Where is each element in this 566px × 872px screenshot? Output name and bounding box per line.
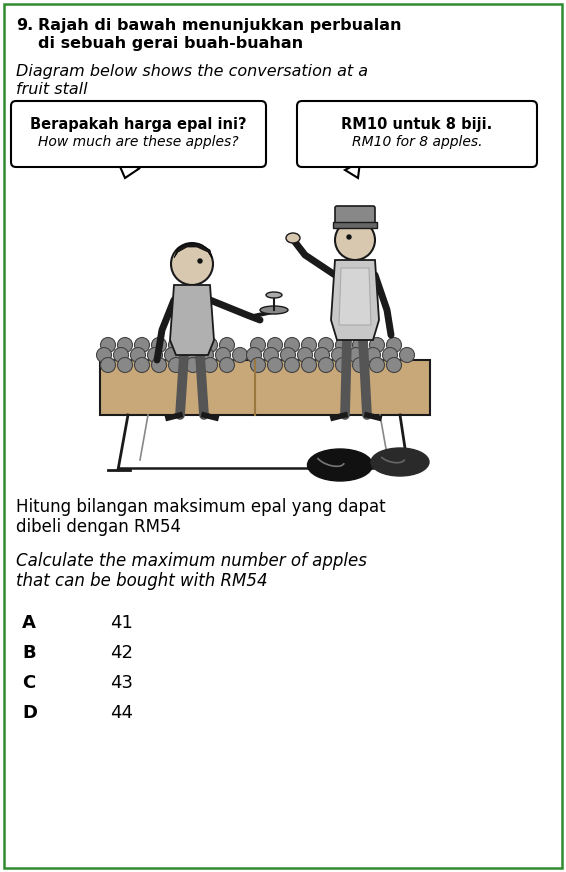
- Circle shape: [285, 337, 299, 352]
- Circle shape: [169, 358, 183, 372]
- Circle shape: [247, 348, 261, 363]
- FancyBboxPatch shape: [100, 360, 430, 415]
- Circle shape: [332, 348, 346, 363]
- Text: C: C: [22, 674, 35, 692]
- FancyBboxPatch shape: [11, 101, 266, 167]
- Circle shape: [336, 358, 350, 372]
- Ellipse shape: [266, 292, 282, 298]
- Circle shape: [302, 358, 316, 372]
- Circle shape: [268, 358, 282, 372]
- Text: A: A: [22, 614, 36, 632]
- Circle shape: [148, 348, 162, 363]
- Text: 41: 41: [110, 614, 133, 632]
- Circle shape: [251, 358, 265, 372]
- Circle shape: [387, 358, 401, 372]
- Polygon shape: [118, 162, 140, 178]
- Text: Berapakah harga epal ini?: Berapakah harga epal ini?: [30, 117, 247, 132]
- Circle shape: [383, 348, 397, 363]
- Circle shape: [264, 348, 278, 363]
- Text: Calculate the maximum number of apples: Calculate the maximum number of apples: [16, 552, 367, 570]
- Circle shape: [370, 358, 384, 372]
- Circle shape: [203, 358, 217, 372]
- Text: dibeli dengan RM54: dibeli dengan RM54: [16, 518, 181, 536]
- Circle shape: [203, 337, 217, 352]
- Circle shape: [251, 337, 265, 352]
- Circle shape: [233, 348, 247, 363]
- Circle shape: [101, 337, 115, 352]
- Circle shape: [135, 358, 149, 372]
- Circle shape: [302, 337, 316, 352]
- Circle shape: [96, 348, 112, 363]
- Circle shape: [186, 337, 200, 352]
- Circle shape: [135, 337, 149, 352]
- Circle shape: [319, 358, 333, 372]
- Circle shape: [353, 337, 367, 352]
- Circle shape: [182, 348, 196, 363]
- Circle shape: [285, 358, 299, 372]
- Text: fruit stall: fruit stall: [16, 82, 88, 97]
- Text: di sebuah gerai buah-buahan: di sebuah gerai buah-buahan: [38, 36, 303, 51]
- Polygon shape: [345, 162, 360, 178]
- Circle shape: [298, 348, 312, 363]
- Circle shape: [370, 337, 384, 352]
- Circle shape: [281, 348, 295, 363]
- Text: Hitung bilangan maksimum epal yang dapat: Hitung bilangan maksimum epal yang dapat: [16, 498, 385, 516]
- Circle shape: [118, 337, 132, 352]
- Circle shape: [152, 337, 166, 352]
- Ellipse shape: [286, 233, 300, 243]
- Circle shape: [169, 337, 183, 352]
- Circle shape: [366, 348, 380, 363]
- Circle shape: [101, 358, 115, 372]
- Ellipse shape: [307, 449, 372, 481]
- Circle shape: [216, 348, 230, 363]
- Circle shape: [198, 259, 202, 263]
- Circle shape: [165, 348, 179, 363]
- Circle shape: [131, 348, 145, 363]
- Circle shape: [114, 348, 128, 363]
- Circle shape: [336, 337, 350, 352]
- Ellipse shape: [260, 306, 288, 314]
- Text: Rajah di bawah menunjukkan perbualan: Rajah di bawah menunjukkan perbualan: [38, 18, 401, 33]
- Text: 44: 44: [110, 704, 133, 722]
- Text: 43: 43: [110, 674, 133, 692]
- Circle shape: [319, 337, 333, 352]
- Circle shape: [315, 348, 329, 363]
- Text: RM10 untuk 8 biji.: RM10 untuk 8 biji.: [341, 117, 492, 132]
- FancyBboxPatch shape: [333, 222, 377, 228]
- Circle shape: [186, 358, 200, 372]
- FancyBboxPatch shape: [335, 206, 375, 226]
- Polygon shape: [331, 260, 379, 340]
- Text: Diagram below shows the conversation at a: Diagram below shows the conversation at …: [16, 64, 368, 79]
- Text: that can be bought with RM54: that can be bought with RM54: [16, 572, 268, 590]
- Circle shape: [199, 348, 213, 363]
- Text: D: D: [22, 704, 37, 722]
- Circle shape: [349, 348, 363, 363]
- Text: 9.: 9.: [16, 18, 33, 33]
- Circle shape: [353, 358, 367, 372]
- Polygon shape: [170, 285, 214, 355]
- Circle shape: [400, 348, 414, 363]
- Text: RM10 for 8 apples.: RM10 for 8 apples.: [351, 135, 482, 149]
- Polygon shape: [339, 268, 371, 325]
- Circle shape: [118, 358, 132, 372]
- FancyBboxPatch shape: [297, 101, 537, 167]
- Text: B: B: [22, 644, 36, 662]
- Circle shape: [268, 337, 282, 352]
- Circle shape: [152, 358, 166, 372]
- Circle shape: [171, 243, 213, 285]
- Circle shape: [220, 337, 234, 352]
- Text: 42: 42: [110, 644, 133, 662]
- Circle shape: [220, 358, 234, 372]
- Circle shape: [387, 337, 401, 352]
- Text: How much are these apples?: How much are these apples?: [38, 135, 239, 149]
- Circle shape: [335, 220, 375, 260]
- Circle shape: [347, 235, 351, 239]
- Ellipse shape: [371, 448, 429, 476]
- Polygon shape: [174, 244, 212, 258]
